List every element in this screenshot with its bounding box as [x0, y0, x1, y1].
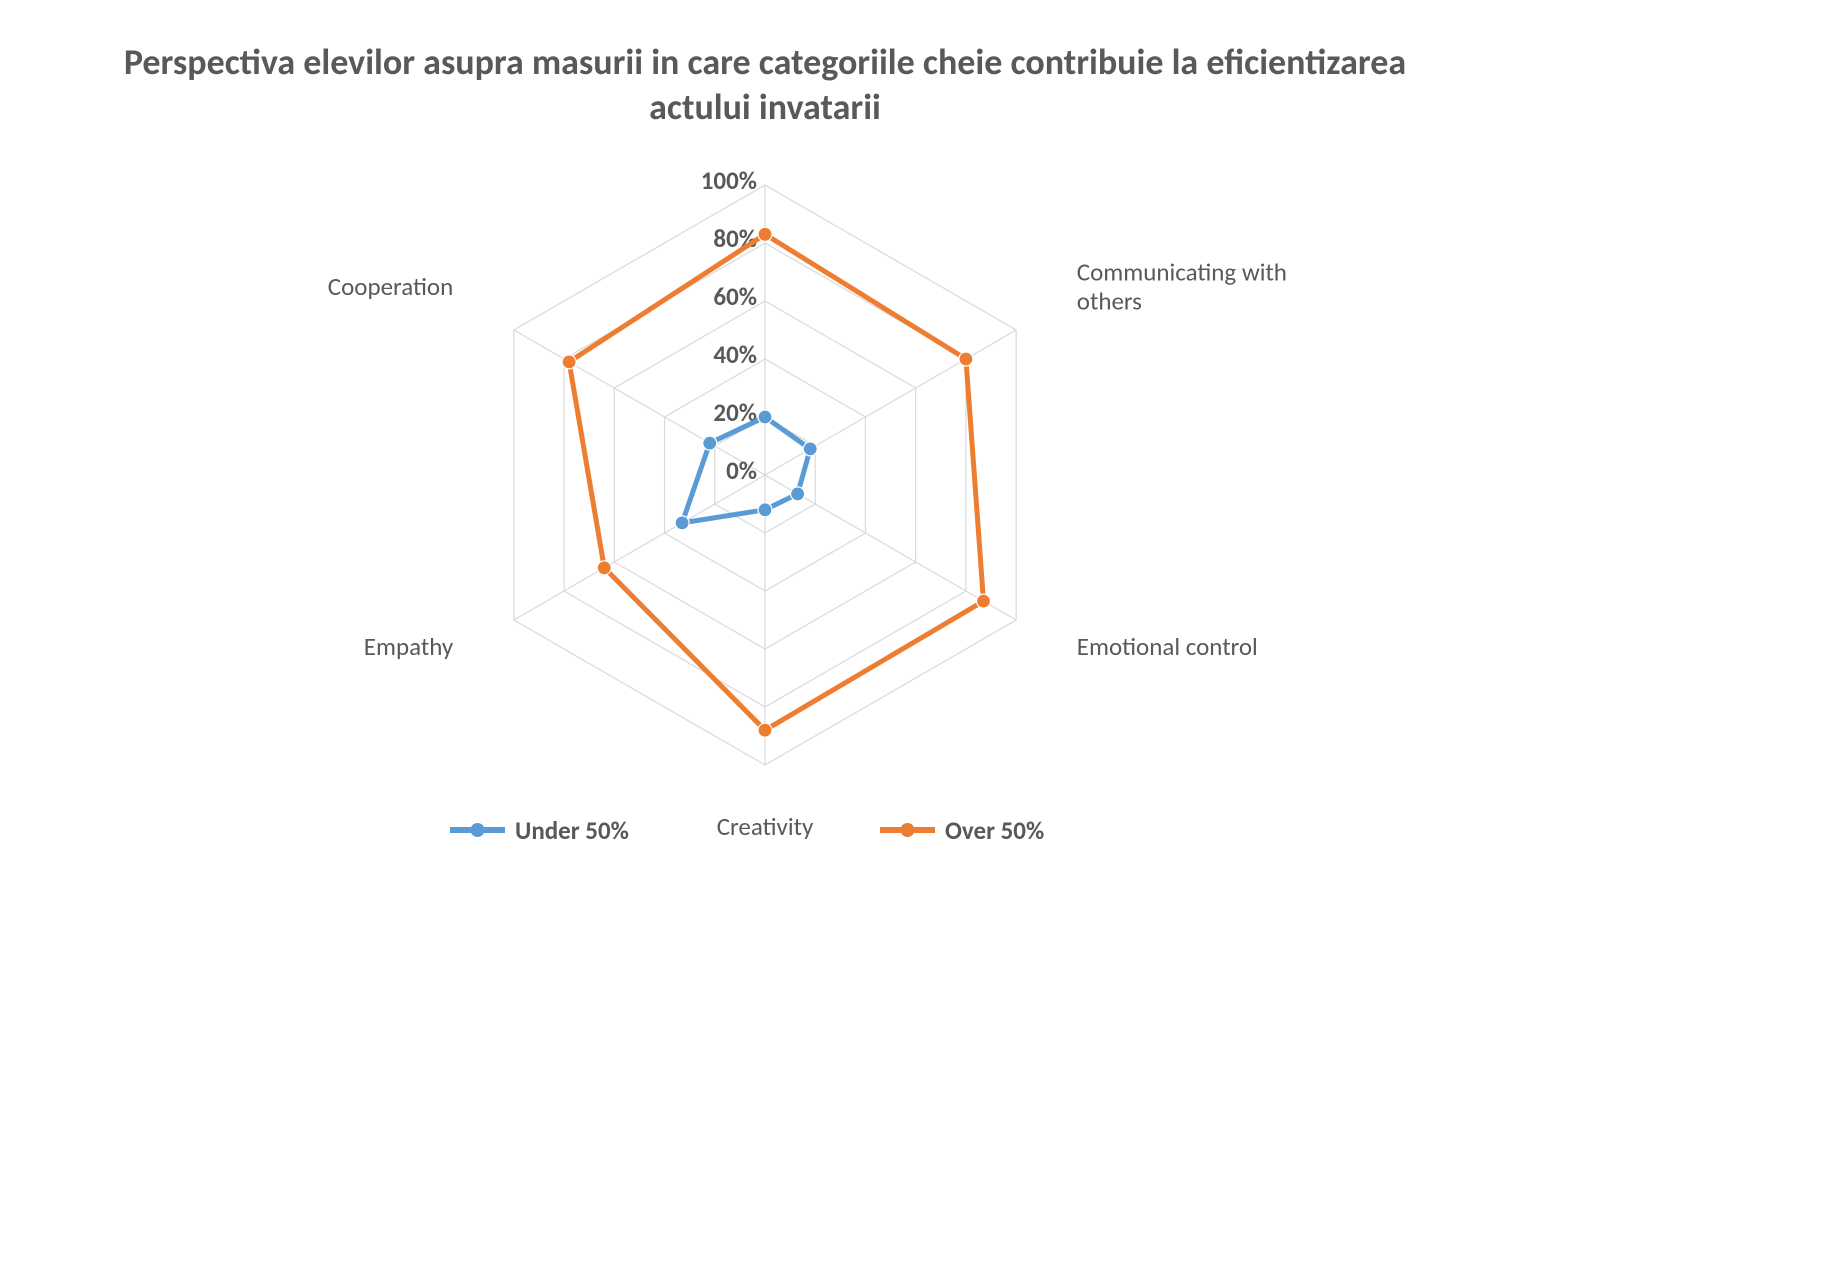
- grid-spoke: [514, 475, 765, 620]
- series-marker: [758, 410, 772, 424]
- series-marker: [758, 503, 772, 517]
- chart-title: Perspectiva elevilor asupra masurii in c…: [100, 30, 1430, 130]
- axis-label: Empathy: [364, 631, 454, 662]
- axis-label: Creativity: [717, 811, 814, 842]
- chart-area: Perspectiva elevilor asupra masurii in c…: [100, 30, 1430, 940]
- tick-label: 0%: [726, 455, 757, 486]
- tick-label: 100%: [701, 165, 757, 196]
- radar-plot: 0%20%40%60%80%100%Solving ConflictualSit…: [100, 130, 1430, 890]
- tick-label: 40%: [713, 339, 757, 370]
- legend-label: Over 50%: [945, 815, 1044, 846]
- series-marker: [959, 352, 973, 366]
- axis-label: Emotional control: [1077, 631, 1258, 662]
- series-marker: [562, 355, 576, 369]
- tick-label: 60%: [713, 281, 757, 312]
- axis-label: Communicating withothers: [1077, 257, 1287, 317]
- series-marker: [976, 594, 990, 608]
- series-marker: [758, 227, 772, 241]
- axis-label: Cooperation: [328, 271, 453, 302]
- series-marker: [703, 436, 717, 450]
- series-line: [569, 234, 983, 730]
- tick-label: 80%: [713, 223, 757, 254]
- series-marker: [803, 442, 817, 456]
- series-marker: [675, 516, 689, 530]
- legend-label: Under 50%: [515, 815, 629, 846]
- legend-marker: [901, 823, 915, 837]
- chart-container: Perspectiva elevilor asupra masurii in c…: [0, 0, 1822, 1281]
- grid-spoke: [765, 330, 1016, 475]
- axis-label: Solving ConflictualSituations: [672, 130, 858, 136]
- series-marker: [597, 561, 611, 575]
- series-marker: [758, 723, 772, 737]
- legend-marker: [471, 823, 485, 837]
- series-marker: [791, 487, 805, 501]
